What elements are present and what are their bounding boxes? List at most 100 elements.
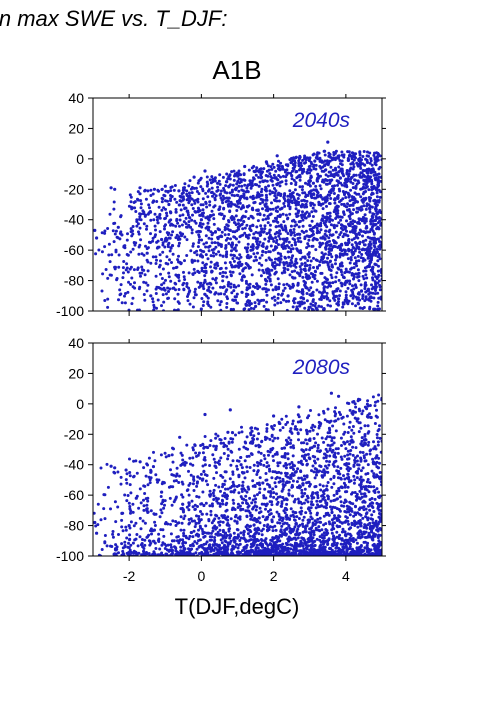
data-point xyxy=(197,233,201,237)
data-point xyxy=(201,532,205,536)
data-point xyxy=(347,174,351,178)
data-point xyxy=(316,157,320,161)
data-point xyxy=(277,420,281,424)
data-point xyxy=(261,242,265,246)
data-point xyxy=(206,296,210,300)
data-point xyxy=(220,541,224,545)
data-point xyxy=(155,258,158,262)
data-point xyxy=(273,194,277,198)
data-point xyxy=(113,471,117,475)
data-point xyxy=(289,264,293,268)
data-point xyxy=(273,298,277,302)
data-point xyxy=(296,527,300,531)
data-point xyxy=(177,288,181,291)
data-point xyxy=(277,282,281,286)
data-point xyxy=(252,232,256,236)
data-point xyxy=(212,254,216,258)
data-point xyxy=(243,231,247,235)
data-point xyxy=(272,173,276,177)
data-point xyxy=(365,204,369,208)
data-point xyxy=(225,444,229,448)
data-point xyxy=(355,259,358,263)
data-point xyxy=(349,534,353,538)
data-point xyxy=(135,471,139,475)
data-point xyxy=(262,271,266,275)
data-point xyxy=(284,229,288,233)
data-point xyxy=(309,511,313,515)
data-point xyxy=(190,191,194,195)
data-point xyxy=(251,247,255,251)
data-point xyxy=(145,247,149,251)
data-point xyxy=(287,202,291,206)
data-point xyxy=(183,278,187,281)
data-point xyxy=(204,200,208,204)
data-point xyxy=(359,166,363,170)
data-point xyxy=(228,191,232,195)
data-point xyxy=(170,244,175,248)
data-point xyxy=(337,278,341,282)
data-point xyxy=(152,450,155,454)
data-point xyxy=(180,521,184,525)
data-point xyxy=(154,292,158,295)
data-point xyxy=(359,256,363,260)
data-point xyxy=(353,283,357,287)
data-point xyxy=(139,501,143,505)
data-point xyxy=(370,180,374,184)
data-point xyxy=(225,172,229,176)
data-point xyxy=(371,251,375,254)
data-point xyxy=(282,485,286,489)
data-point xyxy=(266,449,270,453)
data-point xyxy=(171,519,175,523)
data-point xyxy=(210,248,214,252)
data-point xyxy=(238,224,241,228)
data-point xyxy=(145,224,149,228)
data-point xyxy=(346,286,350,290)
data-point xyxy=(356,296,360,300)
data-point xyxy=(372,244,376,248)
data-point xyxy=(210,233,214,237)
data-point xyxy=(107,242,111,246)
data-point xyxy=(232,259,236,263)
data-point xyxy=(278,213,282,217)
data-point xyxy=(276,296,280,300)
data-point xyxy=(235,186,239,190)
data-point xyxy=(300,168,304,171)
data-point xyxy=(356,454,359,458)
data-point xyxy=(209,181,213,185)
data-point xyxy=(247,308,251,311)
data-point xyxy=(274,534,278,538)
data-point xyxy=(352,431,356,435)
data-point xyxy=(304,448,308,452)
data-point xyxy=(308,305,312,309)
data-point xyxy=(119,482,123,486)
data-point xyxy=(370,504,374,508)
data-point xyxy=(239,263,243,267)
data-point xyxy=(287,284,291,288)
data-point xyxy=(307,159,311,163)
data-point xyxy=(334,546,338,550)
data-point xyxy=(158,547,162,551)
data-point xyxy=(124,292,127,295)
data-point xyxy=(267,239,271,243)
data-point xyxy=(206,221,210,225)
data-point xyxy=(273,199,277,203)
data-point xyxy=(161,541,165,545)
data-point xyxy=(316,457,320,461)
data-point xyxy=(343,184,347,188)
data-point xyxy=(221,201,225,205)
data-point xyxy=(196,206,200,210)
data-point xyxy=(229,307,233,311)
data-point xyxy=(211,277,215,281)
data-point xyxy=(201,222,205,226)
data-point xyxy=(301,525,305,528)
data-point xyxy=(259,274,263,278)
data-point xyxy=(204,479,208,483)
data-point xyxy=(377,188,381,192)
data-point xyxy=(212,251,215,255)
data-point xyxy=(248,179,252,183)
data-point xyxy=(324,168,328,172)
data-point xyxy=(187,184,191,188)
data-point xyxy=(371,215,375,219)
data-point xyxy=(355,200,359,204)
data-point xyxy=(265,293,269,297)
